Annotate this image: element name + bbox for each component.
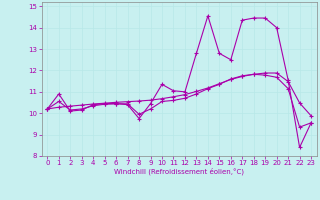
- X-axis label: Windchill (Refroidissement éolien,°C): Windchill (Refroidissement éolien,°C): [114, 168, 244, 175]
